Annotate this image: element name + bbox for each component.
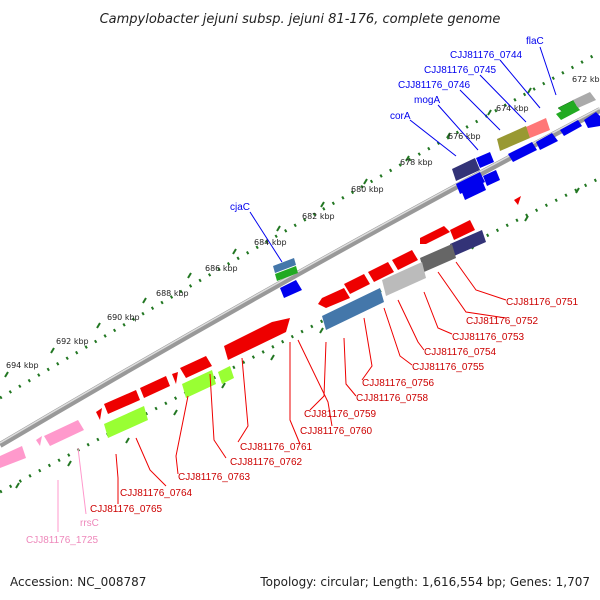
forward-genes bbox=[273, 92, 600, 298]
gene-arrow[interactable] bbox=[536, 133, 558, 150]
tick-label: 672 kbp bbox=[572, 75, 600, 84]
gene-arrow[interactable] bbox=[382, 262, 426, 296]
gene-label[interactable]: CJJ81176_1725 bbox=[26, 535, 99, 546]
gene-arrow[interactable] bbox=[172, 372, 178, 384]
gene-label-moga[interactable]: mogA bbox=[414, 95, 440, 106]
gene-label[interactable]: CJJ81176_0758 bbox=[356, 393, 429, 404]
tick-label: 676 kbp bbox=[448, 132, 481, 141]
gene-arrow[interactable] bbox=[573, 92, 596, 108]
gene-arrow[interactable] bbox=[368, 262, 394, 282]
gene-label[interactable]: CJJ81176_0746 bbox=[398, 80, 471, 91]
gene-arrow[interactable] bbox=[344, 274, 370, 294]
gene-arrow[interactable] bbox=[461, 180, 486, 200]
tick-label: 684 kbp bbox=[254, 238, 287, 247]
gene-arrow[interactable] bbox=[96, 408, 102, 420]
accession-text: Accession: NC_008787 bbox=[10, 575, 146, 589]
gene-arrow[interactable] bbox=[318, 288, 350, 308]
gene-arrow[interactable] bbox=[560, 120, 582, 136]
gene-arrow[interactable] bbox=[275, 266, 298, 281]
reverse-genes bbox=[0, 220, 486, 468]
gene-label-flac[interactable]: flaC bbox=[526, 36, 544, 47]
gene-label[interactable]: CJJ81176_0756 bbox=[362, 378, 435, 389]
gene-arrow[interactable] bbox=[556, 104, 580, 120]
inner-tick-ring bbox=[0, 176, 600, 494]
map-title: Campylobacter jejuni subsp. jejuni 81-17… bbox=[100, 12, 501, 27]
top-leaders bbox=[249, 46, 557, 263]
gene-label[interactable]: CJJ81176_0760 bbox=[300, 426, 373, 437]
gene-arrow[interactable] bbox=[182, 370, 216, 398]
gene-arrow[interactable] bbox=[104, 406, 148, 438]
tick-label: 690 kbp bbox=[107, 313, 140, 322]
top-gene-labels: flaC CJJ81176_0744 CJJ81176_0745 CJJ8117… bbox=[230, 36, 544, 213]
gene-arrow[interactable] bbox=[180, 356, 212, 378]
gene-label[interactable]: CJJ81176_0744 bbox=[450, 50, 523, 61]
rrna-leaders bbox=[57, 447, 87, 532]
gene-arrow[interactable] bbox=[224, 318, 290, 360]
gene-label-cjac[interactable]: cjaC bbox=[230, 202, 250, 213]
gene-arrow[interactable] bbox=[280, 280, 302, 298]
gene-arrow[interactable] bbox=[456, 172, 485, 194]
gene-label[interactable]: CJJ81176_0745 bbox=[424, 65, 497, 76]
gene-arrow[interactable] bbox=[273, 258, 296, 273]
gene-arrow[interactable] bbox=[508, 142, 537, 162]
gene-label[interactable]: CJJ81176_0759 bbox=[304, 409, 377, 420]
gene-arrow[interactable] bbox=[483, 170, 500, 186]
tick-label: 688 kbp bbox=[156, 289, 189, 298]
gene-label[interactable]: CJJ81176_0763 bbox=[178, 472, 251, 483]
gene-arrow[interactable] bbox=[420, 226, 450, 244]
tick-label: 678 kbp bbox=[400, 158, 433, 167]
gene-arrow[interactable] bbox=[476, 152, 494, 168]
gene-label[interactable]: CJJ81176_0752 bbox=[466, 316, 539, 327]
genome-backbone bbox=[0, 107, 600, 448]
tick-label: 680 kbp bbox=[351, 185, 384, 194]
gene-arrow[interactable] bbox=[450, 230, 486, 256]
gene-arrow[interactable] bbox=[420, 244, 456, 272]
rrna-gene-labels: rrsC CJJ81176_1725 bbox=[26, 518, 99, 546]
gene-arrow[interactable] bbox=[497, 126, 530, 151]
gene-arrow[interactable] bbox=[452, 158, 480, 181]
tick-label: 692 kbp bbox=[56, 337, 89, 346]
tick-label: 682 kbp bbox=[302, 212, 335, 221]
outer-tick-ring bbox=[0, 50, 600, 400]
gene-arrow[interactable] bbox=[322, 288, 384, 330]
gene-label[interactable]: CJJ81176_0751 bbox=[506, 297, 579, 308]
gene-arrow[interactable] bbox=[0, 446, 26, 468]
gene-arrow[interactable] bbox=[36, 436, 42, 446]
gene-label-cora[interactable]: corA bbox=[390, 111, 411, 122]
tick-label: 694 kbp bbox=[6, 361, 39, 370]
bottom-gene-labels: CJJ81176_0751 CJJ81176_0752 CJJ81176_075… bbox=[90, 297, 579, 515]
outer-tick-marks bbox=[4, 87, 532, 378]
gene-label[interactable]: CJJ81176_0765 bbox=[90, 504, 163, 515]
genome-summary-text: Topology: circular; Length: 1,616,554 bp… bbox=[259, 575, 590, 589]
gene-arrow[interactable] bbox=[392, 250, 418, 270]
gene-arrow[interactable] bbox=[584, 112, 600, 128]
gene-label[interactable]: CJJ81176_0764 bbox=[120, 488, 193, 499]
gene-label-rrsc[interactable]: rrsC bbox=[80, 518, 99, 529]
gene-arrow[interactable] bbox=[526, 118, 550, 138]
tick-label: 686 kbp bbox=[205, 264, 238, 273]
gene-label[interactable]: CJJ81176_0754 bbox=[424, 347, 497, 358]
gene-arrow[interactable] bbox=[218, 366, 234, 384]
gene-arrow[interactable] bbox=[140, 376, 170, 398]
gene-arrow[interactable] bbox=[44, 420, 84, 446]
gene-label[interactable]: CJJ81176_0753 bbox=[452, 332, 525, 343]
position-marker bbox=[514, 196, 521, 205]
gene-arrow[interactable] bbox=[450, 220, 475, 240]
bottom-leaders bbox=[115, 261, 507, 504]
gene-label[interactable]: CJJ81176_0762 bbox=[230, 457, 303, 468]
gene-arrow[interactable] bbox=[104, 390, 140, 414]
gene-label[interactable]: CJJ81176_0755 bbox=[412, 362, 485, 373]
gene-label[interactable]: CJJ81176_0761 bbox=[240, 442, 313, 453]
